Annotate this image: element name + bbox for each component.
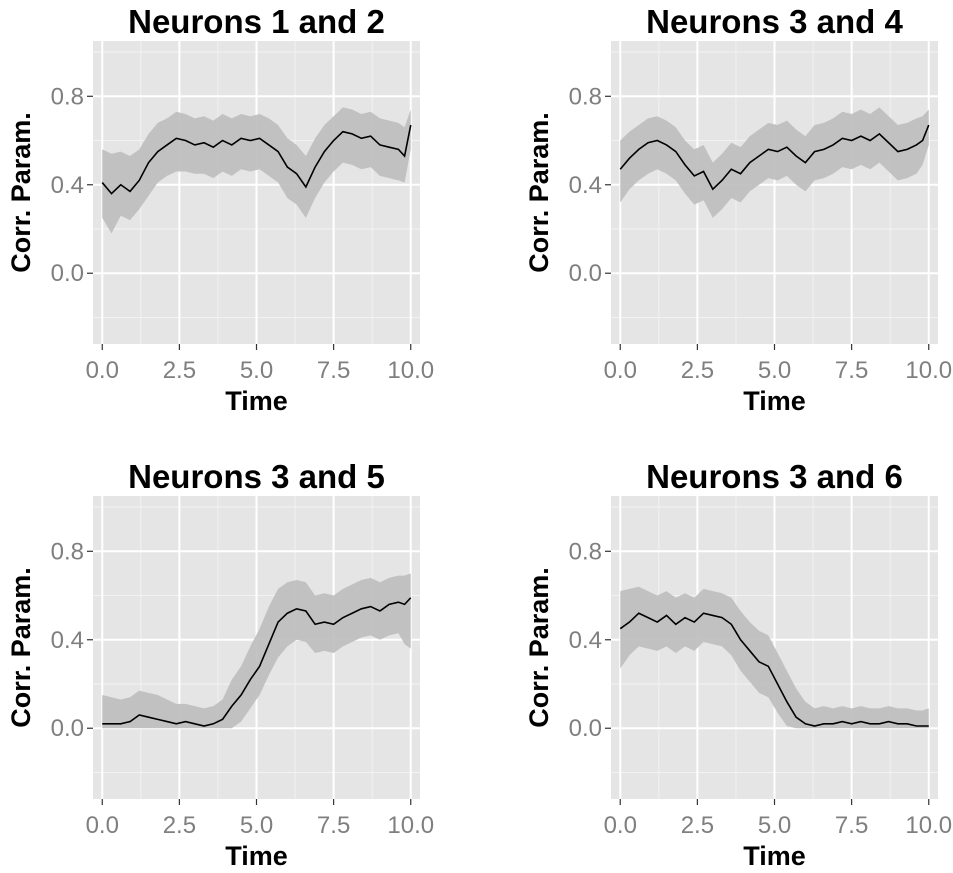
chart-title: Neurons 3 and 6 (646, 458, 903, 495)
series-line (619, 612, 929, 727)
x-axis-label: Time (225, 386, 288, 416)
x-tick-label: 10.0 (387, 357, 434, 384)
x-tick-label: 0.0 (86, 812, 119, 839)
chart-panel-1: 0.0 2.5 5.0 7.5 10.0 0.0 0.4 0.8 Neurons 1 and 2… (6, 3, 434, 416)
y-axis-label: Corr. Param. (524, 567, 554, 728)
x-tick-label: 7.5 (317, 357, 350, 384)
x-tick-label: 2.5 (681, 812, 714, 839)
y-tick-label: 0.8 (51, 83, 84, 110)
y-tick-label: 0.4 (569, 172, 602, 199)
confidence-band (102, 573, 411, 729)
x-tick-label: 7.5 (317, 812, 350, 839)
x-axis-label: Time (743, 841, 806, 871)
y-tick-label: 0.4 (51, 627, 84, 654)
series-line (619, 124, 930, 191)
x-tick-label: 10.0 (387, 812, 434, 839)
y-tick-label: 0.0 (569, 260, 602, 287)
confidence-band (620, 586, 929, 729)
x-tick-label: 2.5 (163, 357, 196, 384)
y-tick-label: 0.8 (569, 538, 602, 565)
chart-title: Neurons 3 and 4 (646, 3, 903, 40)
y-axis-label: Corr. Param. (524, 112, 554, 273)
chart-title: Neurons 1 and 2 (128, 3, 385, 40)
x-tick-label: 2.5 (163, 812, 196, 839)
x-tick-label: 5.0 (240, 812, 273, 839)
x-tick-label: 7.5 (835, 812, 868, 839)
y-tick-label: 0.0 (51, 260, 84, 287)
x-axis-label: Time (743, 386, 806, 416)
chart-title: Neurons 3 and 5 (128, 458, 385, 495)
x-tick-label: 5.0 (758, 812, 791, 839)
confidence-band (620, 107, 929, 218)
y-tick-label: 0.4 (51, 172, 84, 199)
x-tick-label: 10.0 (905, 812, 952, 839)
x-tick-label: 2.5 (681, 357, 714, 384)
y-axis-label: Corr. Param. (6, 567, 36, 728)
x-tick-label: 5.0 (240, 357, 273, 384)
x-tick-label: 0.0 (604, 357, 637, 384)
y-axis-label: Corr. Param. (6, 112, 36, 273)
x-tick-label: 5.0 (758, 357, 791, 384)
chart-panel-3: 0.0 2.5 5.0 7.5 10.0 0.0 0.4 0.8 Neurons 3 and 5… (6, 458, 434, 871)
x-tick-label: 0.0 (604, 812, 637, 839)
y-tick-label: 0.8 (569, 83, 602, 110)
y-tick-label: 0.8 (51, 538, 84, 565)
x-tick-label: 10.0 (905, 357, 952, 384)
y-tick-label: 0.4 (569, 627, 602, 654)
chart-panel-4: 0.0 2.5 5.0 7.5 10.0 0.0 0.4 0.8 Neurons 3 and 6… (524, 458, 952, 871)
series-line (101, 124, 412, 195)
y-tick-label: 0.0 (51, 715, 84, 742)
series-line (102, 597, 412, 727)
x-tick-label: 0.0 (86, 357, 119, 384)
x-tick-label: 7.5 (835, 357, 868, 384)
chart-panel-2: 0.0 2.5 5.0 7.5 10.0 0.0 0.4 0.8 Neurons 3 and 4… (524, 3, 952, 416)
y-tick-label: 0.0 (569, 715, 602, 742)
x-axis-label: Time (225, 841, 288, 871)
